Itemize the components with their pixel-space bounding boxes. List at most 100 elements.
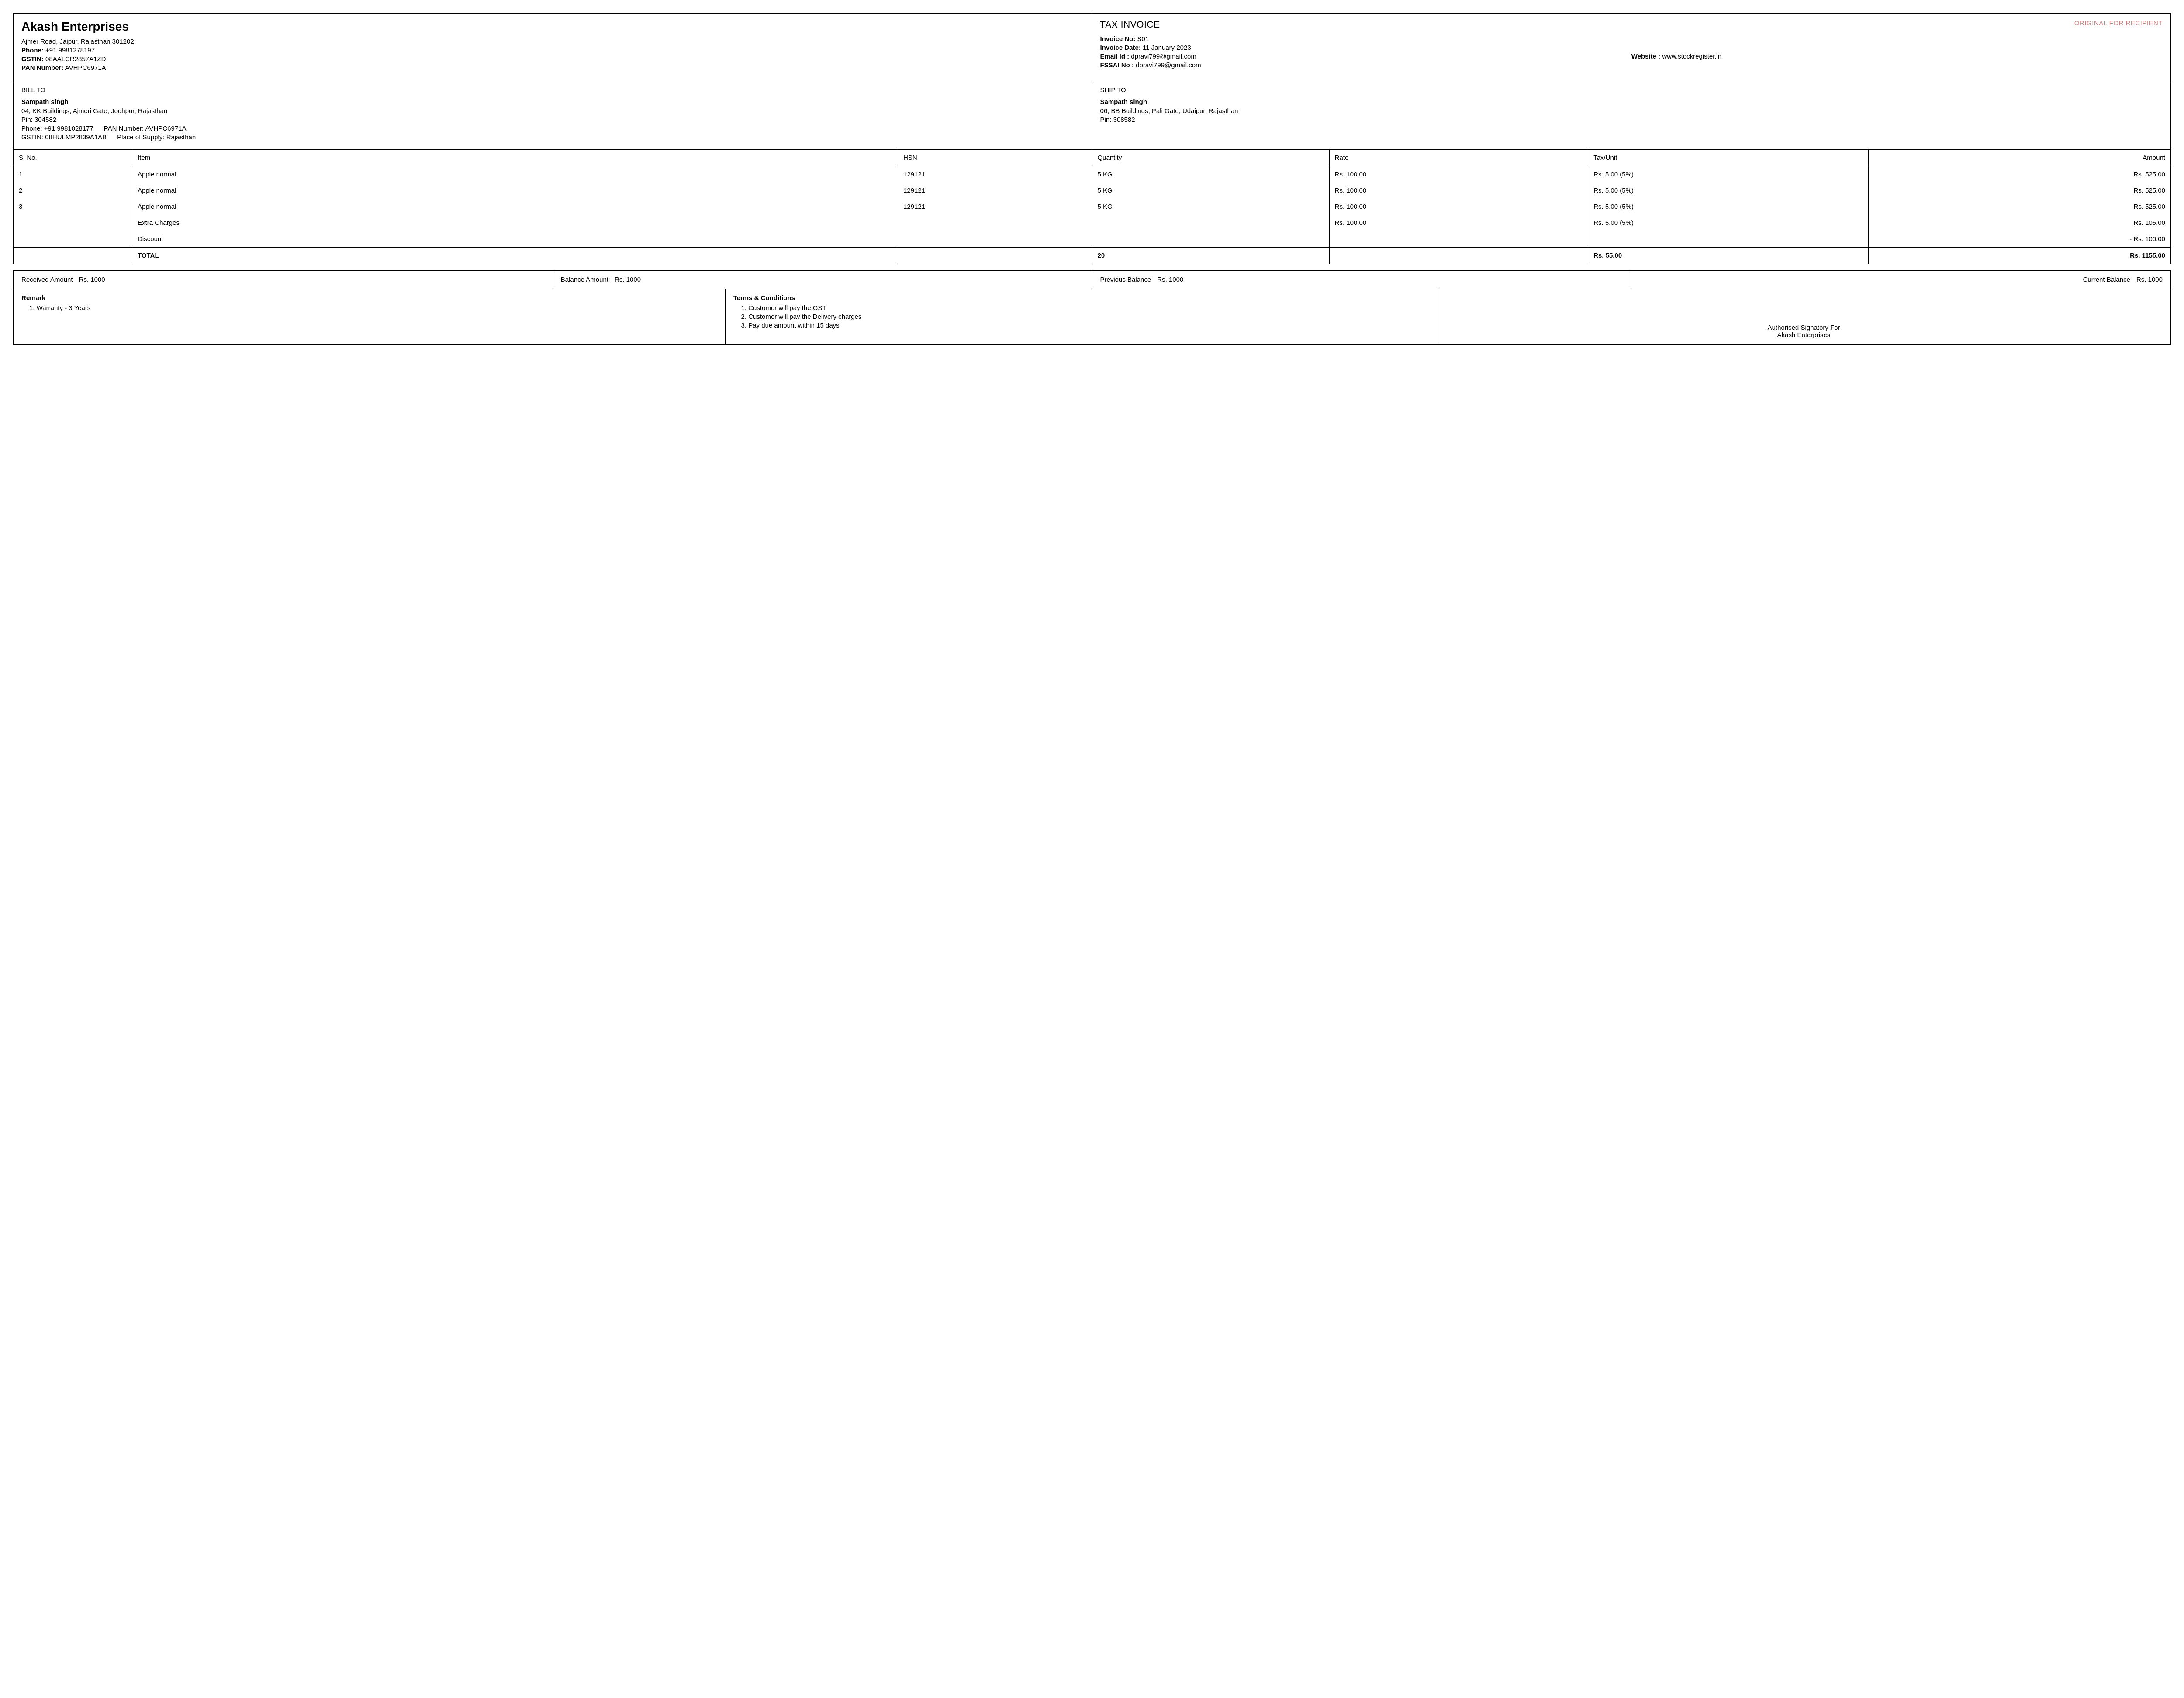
- terms-item-3: 3. Pay due amount within 15 days: [741, 322, 1429, 329]
- original-for-recipient: ORIGINAL FOR RECIPIENT: [2074, 20, 2163, 27]
- company-pan: AVHPC6971A: [65, 64, 106, 72]
- invoice-no: S01: [1137, 35, 1149, 43]
- gstin-label: GSTIN:: [21, 55, 44, 63]
- bill-to-name: Sampath singh: [21, 98, 1084, 106]
- extra-charges-tax: Rs. 5.00 (5%): [1588, 215, 1869, 231]
- pan-label: PAN Number:: [21, 64, 63, 72]
- terms-item-1: 1. Customer will pay the GST: [741, 304, 1429, 312]
- received-label: Received Amount: [21, 276, 73, 283]
- invoice-container: Akash Enterprises Ajmer Road, Jaipur, Ra…: [13, 13, 2171, 264]
- cell-sno: 3: [14, 199, 132, 215]
- cell-hsn: 129121: [898, 183, 1092, 199]
- balance-cell: Balance Amount Rs. 1000: [553, 271, 1092, 289]
- phone-label: Phone:: [21, 47, 44, 54]
- terms-block: Terms & Conditions 1. Customer will pay …: [726, 289, 1438, 344]
- total-amount: Rs. 1155.00: [1869, 248, 2170, 264]
- signature-block: Authorised Signatory For Akash Enterpris…: [1437, 289, 2170, 344]
- discount-row: Discount - Rs. 100.00: [14, 231, 2170, 248]
- current-value: Rs. 1000: [2136, 276, 2163, 283]
- terms-item-2: 2. Customer will pay the Delivery charge…: [741, 313, 1429, 321]
- bill-to-pin-label: Pin:: [21, 116, 33, 124]
- cell-hsn: 129121: [898, 199, 1092, 215]
- extra-charges-label: Extra Charges: [132, 215, 898, 231]
- party-section: BILL TO Sampath singh 04, KK Buildings, …: [14, 81, 2170, 149]
- header-section: Akash Enterprises Ajmer Road, Jaipur, Ra…: [14, 14, 2170, 81]
- remark-item-1: 1. Warranty - 3 Years: [29, 304, 717, 312]
- balances-row: Received Amount Rs. 1000 Balance Amount …: [14, 271, 2170, 289]
- cell-tax: Rs. 5.00 (5%): [1588, 199, 1869, 215]
- balance-value: Rs. 1000: [615, 276, 641, 283]
- cell-rate: Rs. 100.00: [1329, 199, 1588, 215]
- email-label: Email Id :: [1100, 53, 1130, 60]
- bill-to-block: BILL TO Sampath singh 04, KK Buildings, …: [14, 81, 1092, 149]
- col-tax: Tax/Unit: [1588, 150, 1869, 166]
- bill-to-pan-label: PAN Number:: [104, 125, 144, 132]
- total-tax: Rs. 55.00: [1588, 248, 1869, 264]
- bill-to-pin: 304582: [35, 116, 56, 124]
- received-cell: Received Amount Rs. 1000: [14, 271, 553, 289]
- ship-to-address: 06, BB Buildings, Pali Gate, Udaipur, Ra…: [1100, 107, 2163, 115]
- extra-charges-rate: Rs. 100.00: [1329, 215, 1588, 231]
- footer-row: Remark 1. Warranty - 3 Years Terms & Con…: [14, 289, 2170, 344]
- table-row: 3Apple normal1291215 KGRs. 100.00Rs. 5.0…: [14, 199, 2170, 215]
- col-rate: Rate: [1329, 150, 1588, 166]
- invoice-no-label: Invoice No:: [1100, 35, 1136, 43]
- signatory-line2: Akash Enterprises: [1445, 331, 2163, 339]
- cell-amount: Rs. 525.00: [1869, 199, 2170, 215]
- discount-label: Discount: [132, 231, 898, 248]
- email-value: dpravi799@gmail.com: [1131, 53, 1196, 60]
- current-cell: Current Balance Rs. 1000: [1631, 271, 2170, 289]
- bill-to-phone: +91 9981028177: [44, 125, 93, 132]
- table-row: 2Apple normal1291215 KGRs. 100.00Rs. 5.0…: [14, 183, 2170, 199]
- ship-to-title: SHIP TO: [1100, 86, 2163, 94]
- cell-item: Apple normal: [132, 183, 898, 199]
- previous-cell: Previous Balance Rs. 1000: [1092, 271, 1632, 289]
- cell-tax: Rs. 5.00 (5%): [1588, 183, 1869, 199]
- ship-to-name: Sampath singh: [1100, 98, 2163, 106]
- bill-to-gstin-label: GSTIN:: [21, 134, 43, 141]
- cell-item: Apple normal: [132, 166, 898, 183]
- bill-to-pos: Rajasthan: [166, 134, 196, 141]
- table-row: 1Apple normal1291215 KGRs. 100.00Rs. 5.0…: [14, 166, 2170, 183]
- invoice-date-label: Invoice Date:: [1100, 44, 1141, 52]
- bill-to-pan: AVHPC6971A: [145, 125, 187, 132]
- col-amount: Amount: [1869, 150, 2170, 166]
- cell-amount: Rs. 525.00: [1869, 183, 2170, 199]
- ship-to-block: SHIP TO Sampath singh 06, BB Buildings, …: [1092, 81, 2171, 149]
- table-header-row: S. No. Item HSN Quantity Rate Tax/Unit A…: [14, 150, 2170, 166]
- company-address: Ajmer Road, Jaipur, Rajasthan 301202: [21, 38, 1084, 45]
- previous-label: Previous Balance: [1100, 276, 1151, 283]
- total-label: TOTAL: [132, 248, 898, 264]
- bill-to-title: BILL TO: [21, 86, 1084, 94]
- fssai-value: dpravi799@gmail.com: [1136, 62, 1201, 69]
- cell-amount: Rs. 525.00: [1869, 166, 2170, 183]
- invoice-date: 11 January 2023: [1143, 44, 1191, 52]
- ship-to-pin-label: Pin:: [1100, 116, 1112, 124]
- bill-to-phone-label: Phone:: [21, 125, 42, 132]
- cell-rate: Rs. 100.00: [1329, 183, 1588, 199]
- company-gstin: 08AALCR2857A1ZD: [45, 55, 106, 63]
- extra-charges-amount: Rs. 105.00: [1869, 215, 2170, 231]
- current-label: Current Balance: [2083, 276, 2130, 283]
- cell-qty: 5 KG: [1092, 199, 1329, 215]
- items-table: S. No. Item HSN Quantity Rate Tax/Unit A…: [14, 149, 2170, 264]
- footer-container: Received Amount Rs. 1000 Balance Amount …: [13, 270, 2171, 345]
- cell-hsn: 129121: [898, 166, 1092, 183]
- website-value: www.stockregister.in: [1662, 53, 1721, 60]
- cell-qty: 5 KG: [1092, 166, 1329, 183]
- company-name: Akash Enterprises: [21, 20, 1084, 34]
- cell-tax: Rs. 5.00 (5%): [1588, 166, 1869, 183]
- total-qty: 20: [1092, 248, 1329, 264]
- remark-title: Remark: [21, 294, 717, 302]
- balance-label: Balance Amount: [561, 276, 608, 283]
- col-item: Item: [132, 150, 898, 166]
- website-label: Website :: [1631, 53, 1660, 60]
- remark-block: Remark 1. Warranty - 3 Years: [14, 289, 726, 344]
- company-phone: +91 9981278197: [45, 47, 95, 54]
- discount-amount: - Rs. 100.00: [1869, 231, 2170, 248]
- terms-title: Terms & Conditions: [733, 294, 1429, 302]
- col-sno: S. No.: [14, 150, 132, 166]
- cell-sno: 2: [14, 183, 132, 199]
- previous-value: Rs. 1000: [1157, 276, 1183, 283]
- ship-to-pin: 308582: [1113, 116, 1135, 124]
